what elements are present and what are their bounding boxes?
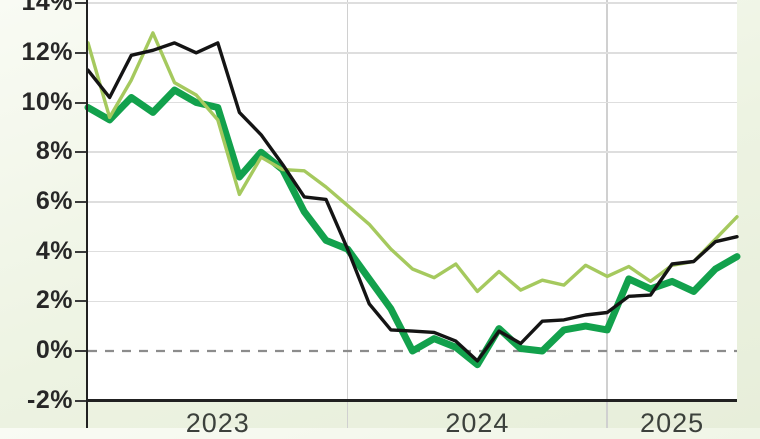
year-gridline xyxy=(346,0,349,428)
light-green-line xyxy=(86,31,739,294)
y-tick-6 xyxy=(75,200,86,203)
gridline-8 xyxy=(88,151,737,153)
gridline-10 xyxy=(88,101,737,104)
gridline-6 xyxy=(88,201,737,203)
y-tick-4 xyxy=(75,250,86,253)
gridline-14 xyxy=(88,2,737,4)
y-axis-label-2: 2% xyxy=(35,286,73,315)
y-tick--2 xyxy=(75,399,86,402)
chart-canvas: 14% 12% 10% 8% 6% 4% 2% 0% -2% 2023 2024 2025 xyxy=(21,0,741,438)
y-tick-12 xyxy=(75,51,86,54)
y-axis-label-6: 6% xyxy=(35,186,73,215)
y-axis-label-4: 4% xyxy=(35,236,73,265)
y-tick-14 xyxy=(75,2,86,5)
gridline-4 xyxy=(88,250,737,253)
y-axis-label-8: 8% xyxy=(35,137,73,166)
gridline-12 xyxy=(88,52,737,54)
year-gridline xyxy=(606,0,608,428)
y-axis-label--2: -2% xyxy=(27,385,73,414)
y-axis-label-14: 14% xyxy=(21,0,73,17)
y-tick-2 xyxy=(75,300,86,303)
x-axis-label-2023: 2023 xyxy=(185,408,250,438)
series-layer xyxy=(84,31,741,369)
y-axis-label-10: 10% xyxy=(21,87,73,116)
y-axis-label-12: 12% xyxy=(21,37,73,66)
x-axis-label-2024: 2024 xyxy=(445,408,510,438)
x-axis-line xyxy=(85,399,737,402)
x-axis-label-2025: 2025 xyxy=(640,408,705,438)
y-tick-0 xyxy=(75,350,86,352)
dark-green-line xyxy=(84,86,741,369)
gridline-2 xyxy=(88,300,737,303)
y-tick-10 xyxy=(75,101,86,104)
y-axis-label-0: 0% xyxy=(35,336,73,364)
y-tick-8 xyxy=(75,151,86,154)
y-axis-line xyxy=(85,0,88,428)
plot-area xyxy=(88,0,737,401)
black-line xyxy=(86,41,739,363)
